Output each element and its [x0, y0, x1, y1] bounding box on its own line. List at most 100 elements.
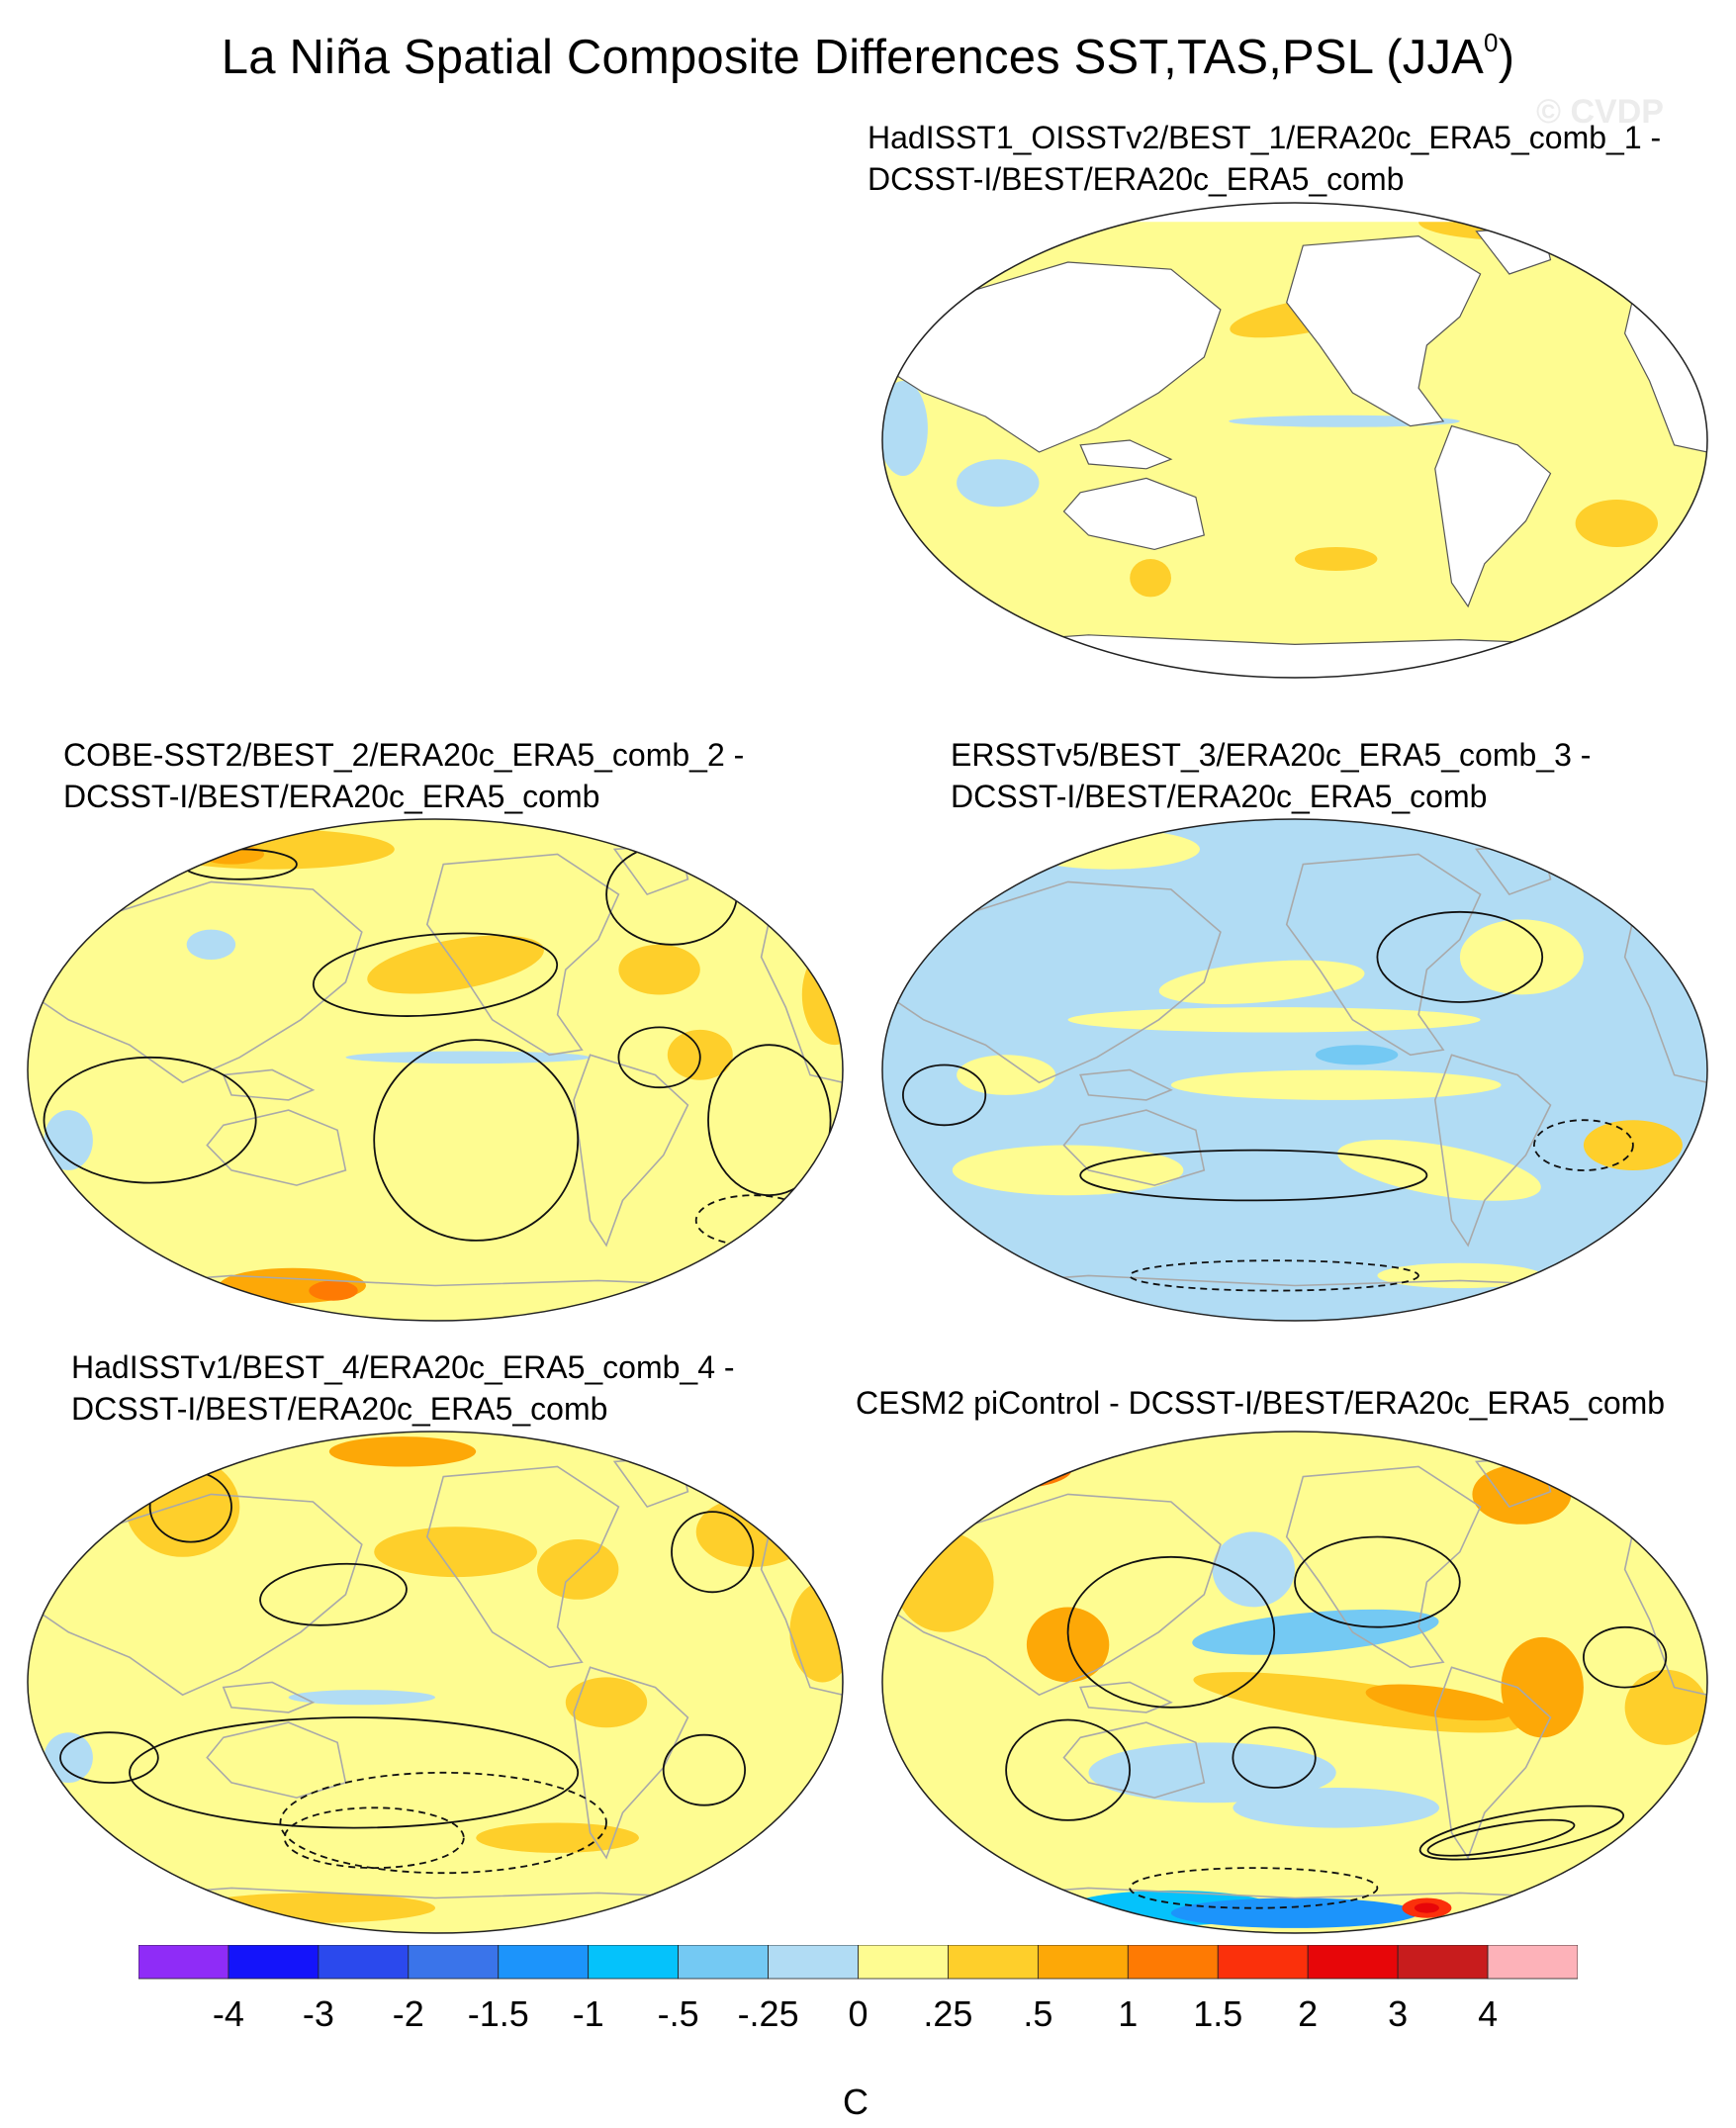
- land-mask: [882, 203, 1707, 223]
- psl-contour-positive: [671, 1511, 755, 1594]
- coastline: [222, 1068, 316, 1101]
- psl-contour-positive: [1005, 1718, 1132, 1821]
- coastline: [760, 918, 843, 1084]
- psl-contour-negative: [1533, 1119, 1634, 1171]
- psl-contour-positive: [59, 1731, 159, 1784]
- panel-5-title: CESM2 piControl - DCSST-I/BEST/ERA20c_ER…: [856, 1385, 1666, 1421]
- colorbar-swatch: [1037, 1945, 1129, 1980]
- anomaly-patch: [1170, 1069, 1502, 1100]
- psl-contour-positive: [1232, 1726, 1317, 1789]
- psl-contour-positive: [707, 1044, 832, 1197]
- map-field: [882, 1432, 1707, 1933]
- land-mask: [1079, 439, 1173, 470]
- panel-4-map: [26, 1430, 845, 1935]
- coastline: [1285, 1465, 1482, 1669]
- psl-contour-positive: [1582, 1625, 1668, 1689]
- anomaly-patch: [952, 1145, 1184, 1196]
- anomaly-patch: [565, 1677, 648, 1728]
- colorbar-tick-label: -.5: [658, 1993, 699, 2034]
- coastline: [206, 1109, 347, 1186]
- anomaly-patch: [44, 1732, 93, 1783]
- colorbar-swatch: [1217, 1945, 1309, 1980]
- anomaly-patch: [1212, 1531, 1295, 1608]
- land-mask: [1062, 477, 1206, 551]
- panel-5-map: [880, 1430, 1709, 1935]
- colorbar-swatch: [678, 1945, 769, 1980]
- colorbar-tick-label: 0: [848, 1993, 868, 2034]
- psl-contour-positive: [901, 1064, 987, 1127]
- psl-contour-negative: [279, 1771, 607, 1875]
- anomaly-patch: [44, 1110, 93, 1170]
- anomaly-patch: [374, 1527, 537, 1578]
- map-field: [28, 819, 843, 1321]
- panel-3-map: [880, 817, 1709, 1323]
- map-border: [881, 818, 1708, 1322]
- colorbar-tick-label: 3: [1388, 1993, 1408, 2034]
- colorbar-swatch: [768, 1945, 859, 1980]
- anomaly-patch: [476, 1822, 639, 1853]
- colorbar-swatch: [228, 1945, 320, 1980]
- anomaly-patch: [1337, 1140, 1541, 1201]
- anomaly-patch: [972, 1458, 1040, 1480]
- cvdp-watermark: © CVDP: [1536, 93, 1664, 131]
- colorbar-tick-label: -4: [213, 1993, 244, 2034]
- anomaly-patch: [1377, 1262, 1543, 1289]
- anomaly-patch: [1459, 919, 1584, 995]
- coastline: [573, 1666, 689, 1860]
- anomaly-patch: [328, 1436, 477, 1467]
- anomaly-patch: [618, 944, 700, 995]
- anomaly-patch: [957, 1055, 1056, 1095]
- colorbar-tick-label: -3: [303, 1993, 334, 2034]
- psl-contour-positive: [1079, 1149, 1428, 1202]
- coastline: [31, 880, 363, 1084]
- panel-2-map: [26, 817, 845, 1323]
- psl-contour-positive: [662, 1733, 747, 1806]
- anomaly-patch: [1315, 1045, 1399, 1065]
- panel-4-title: HadISSTv1/BEST_4/ERA20c_ERA5_comb_4 - DCS…: [71, 1349, 735, 1427]
- colorbar-swatch: [948, 1945, 1039, 1980]
- panel-2-title: COBE-SST2/BEST_2/ERA20c_ERA5_comb_2 - DCS…: [63, 737, 745, 814]
- psl-contour-negative: [283, 1806, 465, 1870]
- colorbar-swatch: [318, 1945, 410, 1980]
- colorbar-tick-label: 4: [1478, 1993, 1498, 2034]
- colorbar-swatch: [1307, 1945, 1399, 1980]
- coastline: [1062, 1721, 1206, 1799]
- colorbar-swatch: [858, 1945, 949, 1980]
- map-border: [27, 1431, 844, 1934]
- anomaly-patch: [1295, 547, 1378, 571]
- panel-1-map-svg: [881, 202, 1708, 679]
- coastline: [885, 880, 1222, 1084]
- map-field: [28, 1432, 843, 1933]
- anomaly-patch: [882, 381, 928, 476]
- coastline: [1433, 1666, 1552, 1860]
- panel-2-map-svg: [27, 818, 844, 1322]
- psl-contour-positive: [1376, 910, 1544, 1003]
- colorbar-tick-label: -1: [573, 1993, 604, 2034]
- map-field: [882, 819, 1707, 1321]
- psl-contour-negative: [1129, 1867, 1379, 1909]
- panel-1-title: HadISST1_OISSTv2/BEST_1/ERA20c_ERA5_comb…: [868, 120, 1662, 197]
- anomaly-patch: [1018, 829, 1200, 870]
- anomaly-patch: [1501, 1636, 1584, 1738]
- panel-1-map: [880, 201, 1709, 680]
- colorbar-swatch: [588, 1945, 680, 1980]
- anomaly-patch: [1603, 844, 1707, 884]
- colorbar-tick-label: -1.5: [468, 1993, 529, 2034]
- map-border: [27, 818, 844, 1322]
- map-border: [881, 202, 1708, 679]
- land-mask: [1286, 234, 1482, 427]
- coastline: [1623, 1530, 1707, 1697]
- colorbar-tick-label: 2: [1298, 1993, 1318, 2034]
- panel-4-map-svg: [27, 1431, 844, 1934]
- coastline: [1079, 1068, 1173, 1101]
- anomaly-patch: [1193, 1672, 1520, 1733]
- psl-contour-positive: [1066, 1555, 1276, 1709]
- anomaly-patch: [1233, 1788, 1439, 1828]
- colorbar-swatch: [498, 1945, 590, 1980]
- coastline: [222, 1681, 316, 1713]
- psl-contour-positive: [373, 1039, 580, 1242]
- anomaly-patch: [1026, 1607, 1110, 1683]
- colorbar-tick-label: -2: [393, 1993, 424, 2034]
- coastline: [425, 853, 620, 1057]
- anomaly-patch: [1130, 559, 1171, 598]
